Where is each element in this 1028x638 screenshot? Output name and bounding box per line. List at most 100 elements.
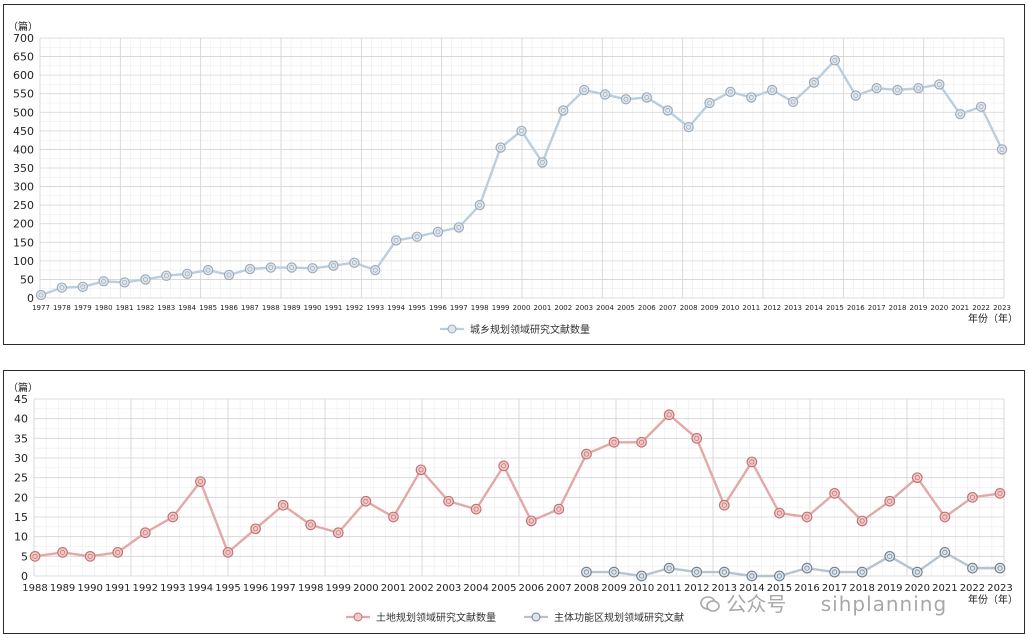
x-tick-label: 2015 <box>826 304 844 312</box>
data-point-inner <box>686 124 692 130</box>
data-point-inner <box>289 265 295 270</box>
data-point <box>774 570 785 582</box>
data-point <box>636 570 647 582</box>
x-tick-label: 1992 <box>133 583 158 594</box>
data-point <box>84 550 96 562</box>
data-point <box>516 125 527 137</box>
data-point <box>579 84 590 96</box>
data-point <box>223 269 235 281</box>
data-point <box>691 432 703 444</box>
data-point <box>939 547 951 558</box>
x-tick-label: 1996 <box>243 583 268 594</box>
x-tick-label: 1991 <box>105 583 130 594</box>
data-point-inner <box>268 265 274 270</box>
x-tick-label: 1977 <box>32 304 50 312</box>
data-point-inner <box>87 553 93 559</box>
x-tick-label: 1986 <box>220 304 238 312</box>
data-point <box>119 277 130 288</box>
x-tick-label: 2018 <box>849 583 874 594</box>
x-tick-label: 2013 <box>712 583 737 594</box>
y-tick-label: 50 <box>20 273 34 286</box>
data-point-inner <box>804 514 810 520</box>
data-point-inner <box>914 475 920 481</box>
y-tick-label: 150 <box>13 236 34 249</box>
data-point-inner <box>583 569 589 575</box>
data-point-inner <box>205 267 211 273</box>
data-point-inner <box>978 104 984 110</box>
y-tick-label: 100 <box>13 255 34 268</box>
data-point <box>808 77 820 88</box>
data-point <box>250 523 261 535</box>
data-point-inner <box>666 412 672 418</box>
x-axis-label: 年份（年） <box>968 593 1018 606</box>
data-point <box>29 550 41 562</box>
x-tick-label: 2008 <box>574 583 599 594</box>
chart-urban-rural-svg: 0 50 100 150 200 250 300 350 400 450 500 550 600 650 7… <box>8 20 1018 336</box>
data-point <box>746 570 758 582</box>
data-point <box>829 488 840 499</box>
data-point-inner <box>38 292 44 298</box>
y-tick-label: 450 <box>13 125 34 138</box>
data-point <box>244 263 256 275</box>
data-point-inner <box>477 202 483 208</box>
y-tick-label: 15 <box>14 511 28 524</box>
data-point <box>349 257 360 268</box>
data-point <box>884 550 896 562</box>
x-tick-label: 2014 <box>739 583 764 594</box>
x-tick-label: 1995 <box>408 304 426 312</box>
data-point <box>474 199 485 211</box>
data-point <box>98 276 109 287</box>
data-point-inner <box>727 89 733 95</box>
data-point <box>704 97 715 109</box>
x-tick-label: 1996 <box>429 304 447 312</box>
data-point-inner <box>280 502 286 508</box>
y-tick-label: 600 <box>13 69 34 82</box>
x-tick-label: 2000 <box>353 583 378 594</box>
data-point-inner <box>776 510 782 516</box>
data-point-inner <box>602 92 608 97</box>
data-point <box>599 89 611 100</box>
x-tick-label: 2006 <box>519 583 544 594</box>
data-point <box>774 507 785 519</box>
chart-panel-urban-rural: 0 50 100 150 200 250 300 350 400 450 500 550 600 650 7… <box>3 4 1025 345</box>
y-tick-label: 0 <box>21 570 28 583</box>
x-tick-label: 1994 <box>188 583 213 594</box>
data-point-inner <box>969 494 975 500</box>
data-point <box>801 511 813 523</box>
data-point-inner <box>769 87 775 93</box>
data-point-inner <box>707 100 712 106</box>
x-tick-label: 2002 <box>554 304 572 312</box>
data-point-inner <box>456 225 462 230</box>
data-point-inner <box>721 502 727 508</box>
x-tick-label: 1985 <box>199 304 217 312</box>
data-point-inner <box>942 514 948 520</box>
data-point-inner <box>60 549 66 555</box>
data-point-inner <box>581 87 587 93</box>
data-point-inner <box>143 277 148 282</box>
y-tick-label: 550 <box>13 88 34 101</box>
x-tick-label: 2005 <box>491 583 516 594</box>
x-tick-label: 2021 <box>932 583 957 594</box>
watermark-handle: sihplanning <box>820 592 948 616</box>
data-point <box>525 515 537 527</box>
data-point-inner <box>611 439 617 445</box>
data-point-inner <box>539 160 545 165</box>
data-point-inner <box>916 85 921 91</box>
data-point <box>994 562 1006 574</box>
data-point <box>934 79 945 90</box>
data-point <box>892 84 903 96</box>
x-tick-label: 1991 <box>325 304 343 312</box>
data-point-inner <box>446 498 452 504</box>
data-point <box>787 96 799 108</box>
data-point-inner <box>832 490 838 496</box>
watermark-account: 公众号 <box>726 592 787 616</box>
x-axis-label: 年份（年） <box>968 312 1018 325</box>
x-tick-label: 2009 <box>601 583 626 594</box>
x-tick-label: 1993 <box>160 583 185 594</box>
x-tick-label: 1983 <box>157 304 175 312</box>
data-point-inner <box>225 549 231 555</box>
data-point <box>856 566 868 578</box>
data-point-inner <box>32 553 38 559</box>
data-point <box>608 566 620 578</box>
watermark: 公众号 sihplanning <box>700 588 947 617</box>
